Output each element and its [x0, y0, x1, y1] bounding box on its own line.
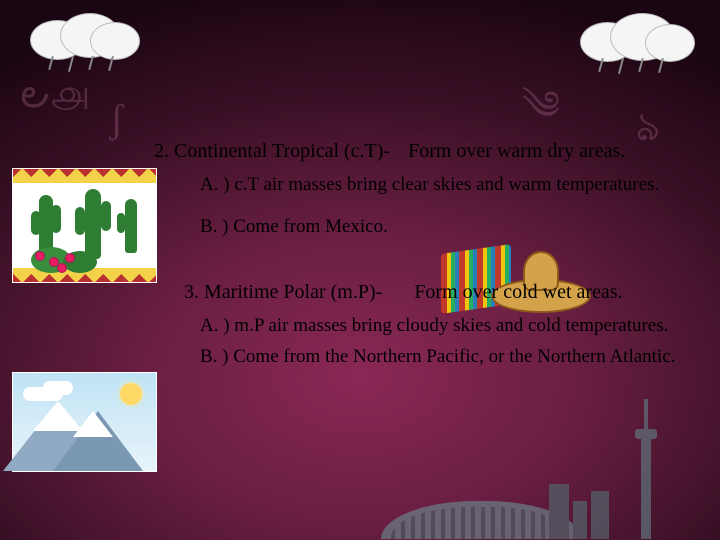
- ct-point-b: B. ) Come from Mexico.: [200, 215, 700, 239]
- swirl-decor: ʃ: [110, 95, 123, 142]
- mp-heading-label: 3. Maritime Polar (m.P)-: [180, 281, 386, 304]
- mountain-clipart: [12, 372, 157, 472]
- city-skyline-clipart: [380, 470, 680, 540]
- ct-heading-label: 2. Continental Tropical (c.T)-: [150, 140, 394, 163]
- ct-heading-def: Form over warm dry areas.: [404, 140, 629, 163]
- mp-point-b: B. ) Come from the Northern Pacific, or …: [200, 345, 700, 369]
- ct-point-a: A. ) c.T air masses bring clear skies an…: [200, 173, 700, 197]
- mp-point-a: A. ) m.P air masses bring cloudy skies a…: [200, 314, 700, 338]
- slide-text-content: 2. Continental Tropical (c.T)- Form over…: [0, 140, 720, 377]
- cloud-right-icon: [575, 10, 695, 70]
- cloud-left-icon: [20, 8, 140, 68]
- swirl-decor: ౿௮: [20, 70, 90, 127]
- mp-heading-def: Form over cold wet areas.: [410, 281, 626, 304]
